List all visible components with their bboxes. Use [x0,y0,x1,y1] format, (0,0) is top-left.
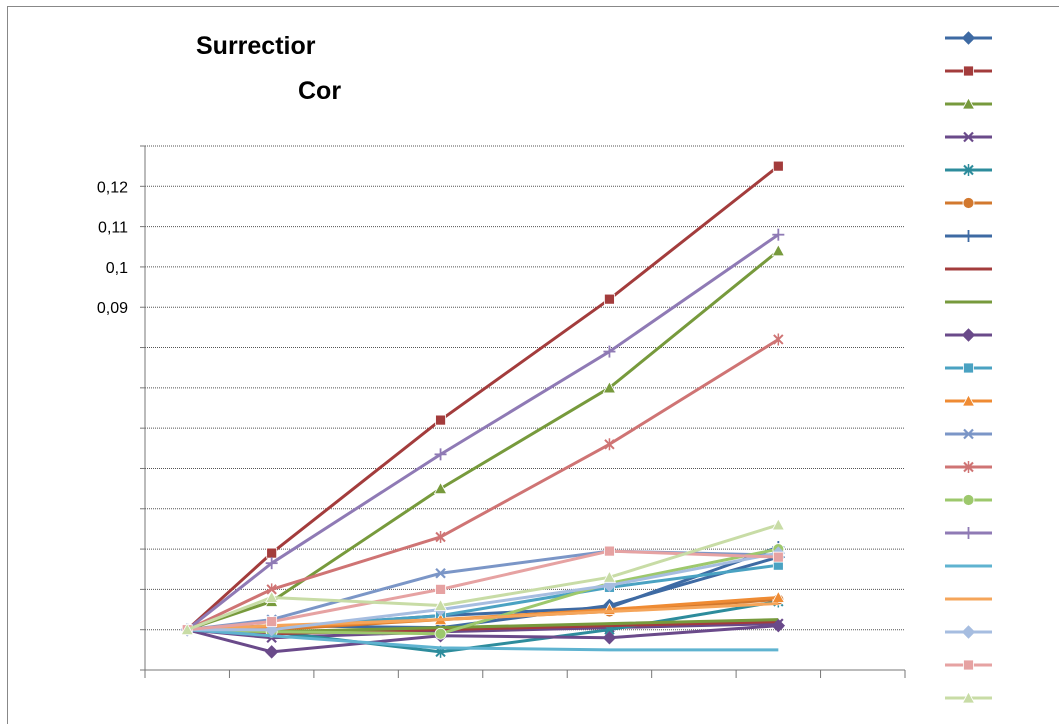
data-point [435,414,446,426]
chart-title-line2: Cor [298,77,342,105]
data-point [771,243,786,257]
data-point [435,567,446,579]
data-point [771,518,786,531]
legend-marker [961,328,976,342]
data-point [772,228,785,241]
data-point [773,333,784,346]
series-14 [182,333,784,636]
data-point [772,551,784,563]
legend-marker [962,230,975,242]
legend-entry [945,328,992,342]
data-point [266,616,278,628]
legend-entry [945,131,992,143]
y-tick-label: 0,09 [97,300,128,317]
legend-entry [945,659,992,671]
legend-entry [945,625,992,639]
series-21 [180,518,786,636]
legend-entry [945,527,992,539]
legend-entry [945,691,992,704]
series-18 [187,601,779,632]
chart-frame [7,6,1059,724]
series-16 [181,228,785,636]
legend-marker [961,691,976,704]
legend-entry [945,65,992,77]
legend-marker [961,394,976,407]
data-point [602,570,617,583]
data-point [433,598,448,611]
legend-entry [945,461,992,473]
legend-marker [961,625,976,639]
data-point [265,557,278,570]
data-point [772,160,784,172]
legend-marker [962,197,975,209]
y-tick-label: 0,1 [106,260,128,277]
data-point [434,448,447,461]
data-point [180,622,194,636]
legend-marker [963,362,974,374]
series-line [187,601,779,632]
legend-marker [963,461,974,473]
series-line [187,628,779,652]
legend-entry [945,164,992,176]
data-point [604,438,615,451]
legend-marker [962,494,975,506]
data-point [602,381,617,394]
data-point [604,293,615,305]
y-tick-label: 0,11 [98,220,128,237]
y-tick-label: 0,12 [97,179,128,196]
legend-marker [962,527,975,539]
legend [945,31,992,704]
legend-marker [961,31,976,45]
legend-entry [945,494,992,506]
legend-marker [963,164,974,176]
chart-title-line1: Surrectior [196,32,316,60]
data-point [264,590,279,603]
series-17 [187,628,779,652]
data-point [771,590,786,603]
data-point [603,345,616,358]
data-point [771,618,786,633]
data-point [435,583,446,595]
legend-entry [945,97,992,110]
legend-entry [945,197,992,209]
data-point [433,481,448,495]
data-point [602,631,617,645]
legend-entry [945,428,992,440]
data-point [264,645,279,659]
legend-marker [963,428,974,440]
data-point [434,627,447,640]
legend-marker [961,97,976,110]
legend-entry [945,362,992,374]
legend-marker [963,659,974,671]
legend-entry [945,230,992,242]
data-point [604,545,615,557]
data-point [435,530,446,543]
legend-entry [945,394,992,407]
legend-entry [945,31,992,45]
data-point [266,547,278,559]
legend-marker [963,65,974,77]
gridlines [145,145,905,631]
legend-marker [963,131,974,143]
